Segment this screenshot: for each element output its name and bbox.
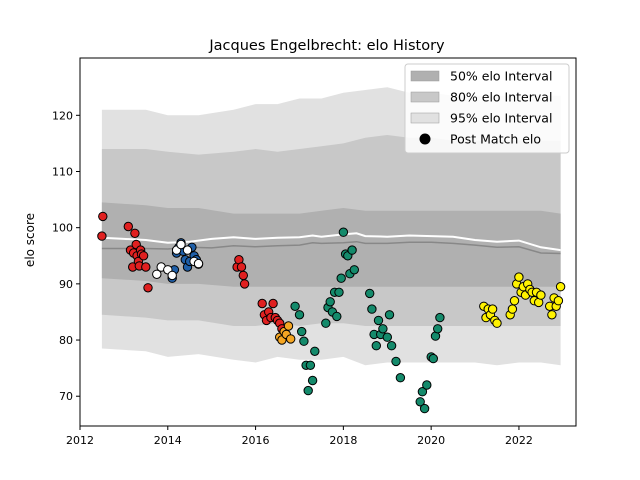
legend-label: 80% elo Interval bbox=[450, 90, 552, 105]
data-point bbox=[419, 403, 430, 414]
legend: 50% elo Interval 80% elo Interval 95% elo … bbox=[404, 63, 570, 154]
data-point bbox=[365, 288, 375, 299]
y-tick-label: 80 bbox=[59, 334, 73, 347]
data-point bbox=[257, 298, 267, 309]
plot-frame bbox=[79, 57, 577, 427]
data-point bbox=[514, 272, 524, 282]
legend-swatch bbox=[410, 91, 440, 103]
data-point bbox=[332, 311, 342, 322]
data-point bbox=[391, 356, 401, 367]
data-point bbox=[299, 336, 309, 346]
data-point bbox=[98, 211, 108, 222]
data-point bbox=[373, 315, 384, 326]
data-point bbox=[378, 324, 388, 334]
data-point bbox=[286, 334, 296, 344]
data-point bbox=[238, 270, 249, 281]
data-point bbox=[384, 310, 395, 320]
data-point bbox=[382, 332, 392, 342]
data-point bbox=[236, 262, 247, 272]
data-point bbox=[415, 397, 425, 407]
data-point bbox=[290, 301, 300, 311]
chart-title: Jacques Engelbrecht: elo History bbox=[208, 38, 445, 54]
data-point bbox=[367, 304, 377, 314]
x-tick-label: 2016 bbox=[242, 434, 270, 447]
data-point bbox=[307, 375, 318, 386]
data-point bbox=[182, 245, 193, 255]
y-tick-label: 120 bbox=[52, 109, 73, 122]
legend-swatch bbox=[410, 70, 440, 82]
y-tick-label: 90 bbox=[59, 278, 73, 291]
legend-marker bbox=[419, 133, 431, 145]
y-tick-label: 100 bbox=[52, 222, 73, 235]
plot-area bbox=[97, 87, 566, 414]
data-point bbox=[152, 269, 162, 279]
x-tick-label: 2012 bbox=[66, 434, 94, 447]
data-point bbox=[536, 290, 546, 300]
legend-label: 95% elo Interval bbox=[450, 111, 552, 126]
data-point bbox=[303, 385, 313, 396]
y-axis-label: elo score bbox=[23, 213, 37, 267]
data-point bbox=[555, 282, 566, 292]
data-point bbox=[433, 324, 443, 334]
data-point bbox=[138, 251, 149, 261]
data-point bbox=[507, 304, 518, 314]
y-tick-label: 110 bbox=[52, 165, 73, 178]
data-point bbox=[338, 227, 349, 237]
data-point bbox=[428, 353, 438, 364]
data-point bbox=[492, 318, 502, 328]
x-tick-label: 2014 bbox=[154, 434, 182, 447]
data-point bbox=[141, 262, 151, 272]
band-50 bbox=[101, 202, 561, 287]
data-point bbox=[123, 221, 134, 232]
data-point bbox=[509, 296, 520, 306]
legend-label: Post Match elo bbox=[450, 132, 541, 147]
data-point bbox=[130, 228, 140, 239]
data-point bbox=[386, 341, 397, 351]
axes: 2012 2014 2016 2018 2020 2022 70 80 90 100 110 120 bbox=[52, 57, 577, 447]
data-point bbox=[143, 283, 153, 293]
data-point bbox=[553, 296, 564, 306]
data-point bbox=[268, 298, 278, 309]
legend-swatch bbox=[410, 112, 440, 124]
data-point bbox=[547, 310, 557, 320]
data-point bbox=[294, 310, 305, 320]
data-point bbox=[417, 387, 428, 397]
data-point bbox=[422, 380, 432, 390]
data-point bbox=[97, 231, 107, 241]
data-point bbox=[371, 341, 381, 351]
y-tick-label: 70 bbox=[59, 390, 73, 403]
data-point bbox=[395, 373, 406, 383]
x-tick-label: 2022 bbox=[505, 434, 533, 447]
legend-label: 50% elo Interval bbox=[450, 69, 552, 84]
data-point bbox=[167, 270, 177, 281]
data-point bbox=[435, 312, 445, 323]
x-tick-label: 2018 bbox=[329, 434, 357, 447]
data-point bbox=[347, 245, 357, 255]
data-point bbox=[487, 304, 498, 314]
legend-box bbox=[404, 63, 570, 154]
data-point bbox=[310, 346, 320, 356]
x-tick-label: 2020 bbox=[417, 434, 445, 447]
data-point bbox=[334, 287, 344, 297]
mean-line bbox=[101, 232, 561, 252]
data-point bbox=[239, 279, 250, 289]
data-point bbox=[321, 318, 331, 328]
data-point bbox=[305, 360, 316, 370]
data-point bbox=[336, 273, 346, 283]
data-point bbox=[325, 297, 335, 307]
data-point bbox=[297, 326, 307, 337]
data-point bbox=[176, 239, 186, 250]
data-point bbox=[193, 258, 204, 269]
data-point bbox=[349, 265, 359, 275]
data-point bbox=[283, 321, 294, 331]
